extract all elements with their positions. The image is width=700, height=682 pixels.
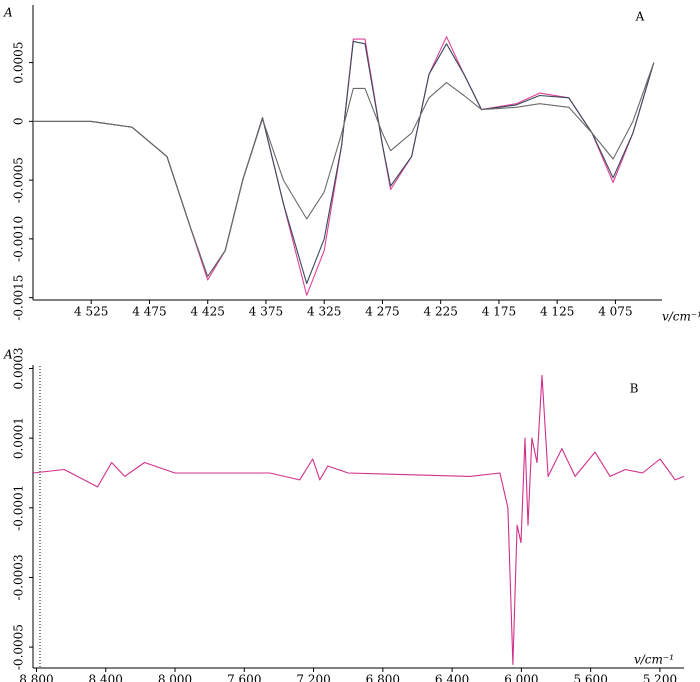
x-tick-label: 4 525 xyxy=(74,305,108,319)
x-tick-label: 5 200 xyxy=(643,673,677,682)
x-tick-label: 6 800 xyxy=(366,673,400,682)
y-tick-label: -0.0005 xyxy=(12,624,26,670)
y-tick-label: 0.0005 xyxy=(12,42,26,84)
x-tick-label: 8 800 xyxy=(19,673,53,682)
x-tick-label: 7 600 xyxy=(227,673,261,682)
spectrum-line xyxy=(32,374,685,666)
spectrum-line xyxy=(33,36,655,296)
x-tick-label: 4 425 xyxy=(191,305,225,319)
y-tick-label: -0.0015 xyxy=(12,275,26,321)
spectrum-line xyxy=(33,62,655,278)
x-tick-label: 6 000 xyxy=(504,673,538,682)
y-tick-label: -0.0003 xyxy=(12,554,26,600)
x-tick-label: 4 225 xyxy=(424,305,458,319)
x-tick-label: 5 600 xyxy=(573,673,607,682)
x-tick-label: 4 175 xyxy=(482,305,516,319)
y-tick-label: -0.0005 xyxy=(12,157,26,203)
y-tick-label: 0.0003 xyxy=(12,347,26,389)
y-axis-label: A xyxy=(3,348,13,362)
x-tick-label: 6 400 xyxy=(435,673,469,682)
y-tick-label: -0.0010 xyxy=(12,216,26,262)
y-tick-label: -0.0001 xyxy=(12,485,26,531)
x-tick-label: 4 475 xyxy=(132,305,166,319)
x-tick-label: 4 275 xyxy=(365,305,399,319)
x-tick-label: 4 375 xyxy=(249,305,283,319)
panel-label: A xyxy=(635,10,645,24)
x-axis-label: v/cm⁻¹ xyxy=(634,653,674,667)
x-axis-label: v/cm⁻¹ xyxy=(662,310,700,324)
spectrum-line xyxy=(33,40,655,285)
y-tick-label: 0 xyxy=(12,118,26,126)
x-tick-label: 4 125 xyxy=(540,305,574,319)
x-tick-label: 7 200 xyxy=(296,673,330,682)
y-tick-label: 0.0001 xyxy=(12,417,26,459)
x-tick-label: 4 325 xyxy=(307,305,341,319)
y-axis-label: A xyxy=(3,6,13,20)
x-tick-label: 4 075 xyxy=(598,305,632,319)
panel-label: B xyxy=(630,382,639,396)
x-tick-label: 8 000 xyxy=(158,673,192,682)
x-tick-label: 8 400 xyxy=(89,673,123,682)
